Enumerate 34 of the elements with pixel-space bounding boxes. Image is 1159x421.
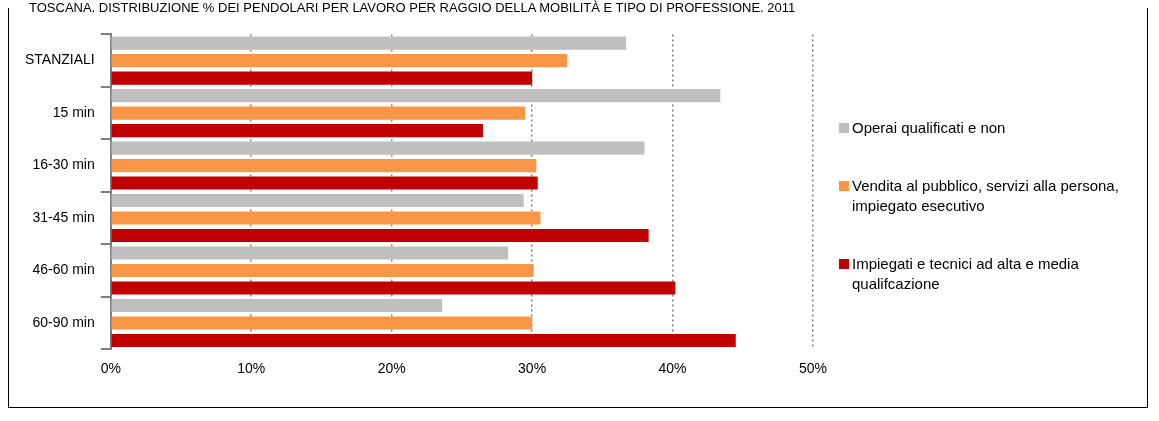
bar — [111, 193, 524, 208]
bar — [111, 228, 649, 243]
y-tick-label: 15 min — [52, 103, 95, 120]
x-tick-label: 50% — [798, 360, 828, 377]
bar — [111, 106, 526, 120]
bar — [111, 263, 534, 278]
bar — [111, 36, 627, 50]
chart-title: TOSCANA. DISTRIBUZIONE % DEI PENDOLARI PER LAVORO PER RAGGIO DELLA MOBILITÀ E TIPO DI PROFESSIONE. 2011 — [29, 0, 796, 15]
x-tick-label: 20% — [377, 360, 406, 377]
y-tick-label: 16-30 min — [32, 156, 95, 173]
y-tick-label: 60-90 min — [32, 313, 95, 330]
bar — [111, 124, 483, 138]
y-tick-label: 31-45 min — [32, 208, 95, 225]
bar — [111, 211, 541, 225]
x-tick-label: 40% — [658, 360, 687, 377]
x-tick-label: 10% — [237, 360, 266, 377]
x-tick-label: 30% — [518, 360, 547, 377]
bar — [111, 176, 538, 190]
bar — [111, 89, 721, 103]
bar — [111, 54, 568, 68]
bar — [111, 71, 533, 85]
y-tick-label: 46-60 min — [32, 261, 95, 278]
legend-label: Vendita al pubblico, servizi alla persona, impiegato esecutivo — [852, 176, 1120, 216]
bar — [111, 141, 645, 155]
bar — [111, 281, 676, 295]
bar — [111, 298, 443, 313]
bar — [111, 316, 533, 330]
bar — [111, 159, 537, 173]
legend-label: Operai qualificati e non — [852, 118, 1006, 138]
legend-label: Impiegati e tecnici ad alta e media qualifcazione — [852, 254, 1080, 294]
y-tick-label: STANZIALI — [24, 51, 95, 68]
bar — [111, 333, 736, 348]
bar — [111, 246, 509, 260]
x-tick-label: 0% — [100, 360, 121, 377]
